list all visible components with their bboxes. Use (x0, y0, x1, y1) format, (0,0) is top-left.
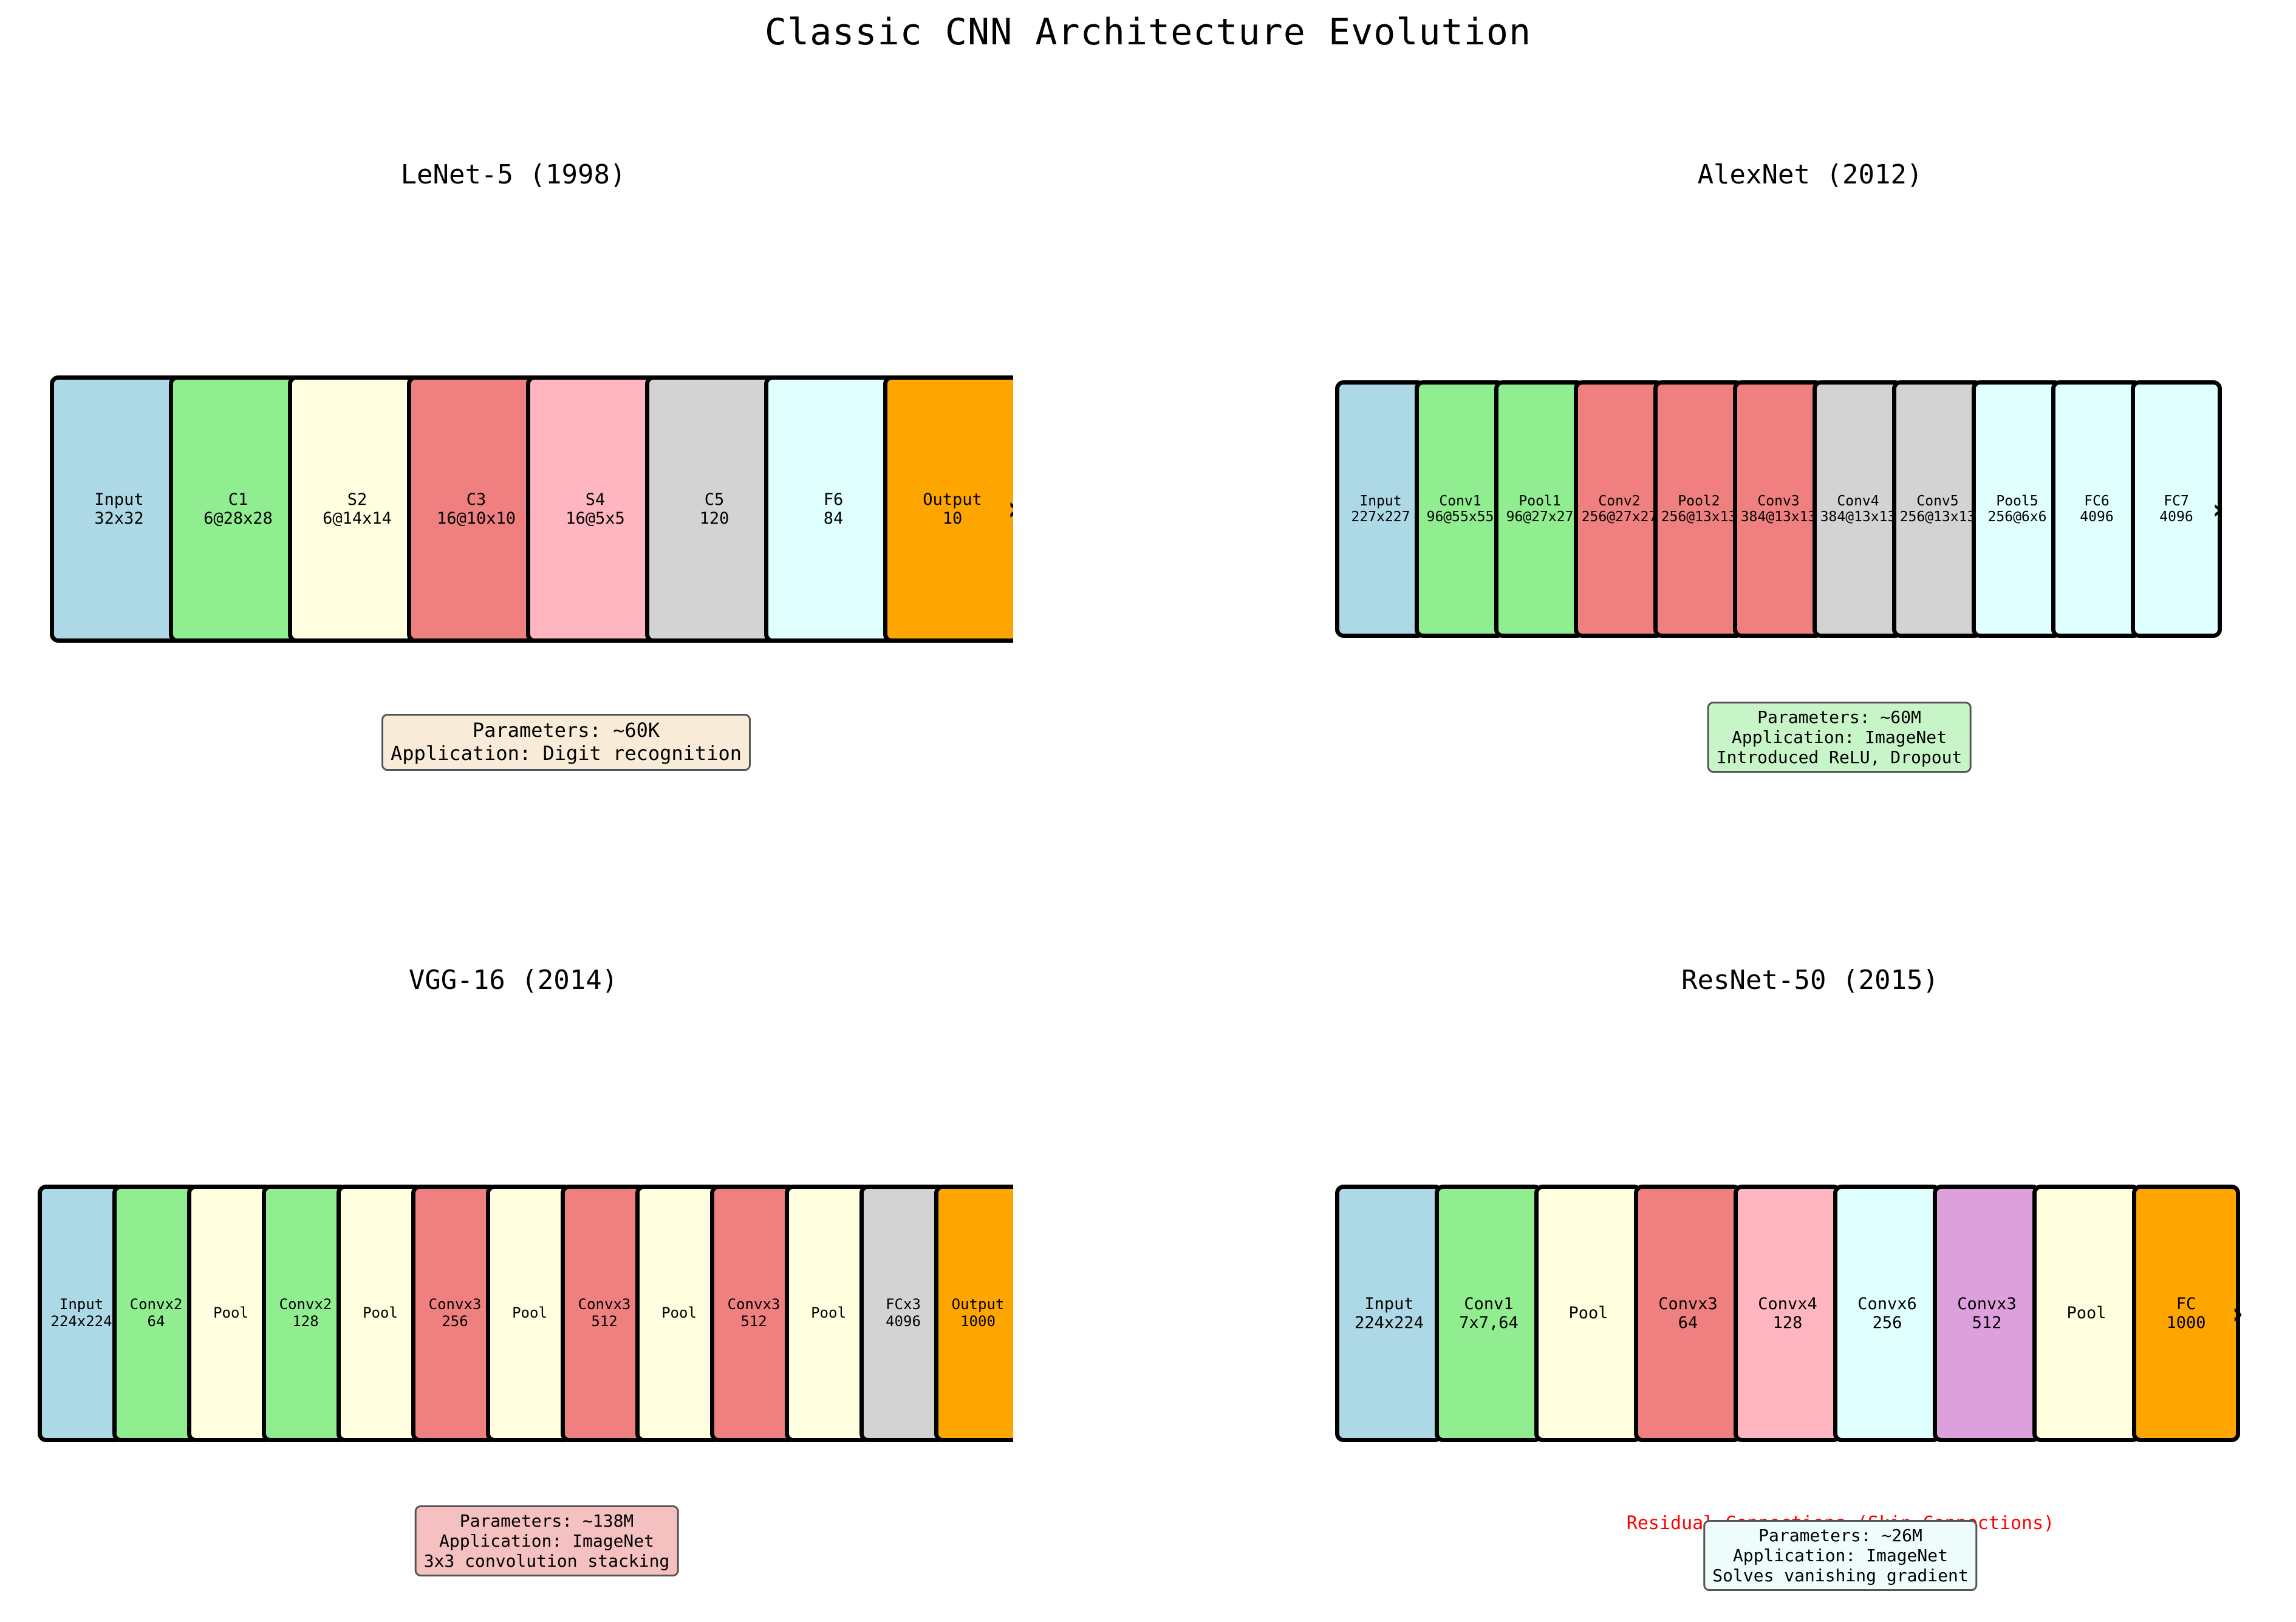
alexnet-layer: FC7 4096 (2131, 380, 2222, 638)
resnet-layer-label: Convx3 512 (1957, 1294, 2017, 1332)
lenet-layer: S4 16@5x5 (526, 375, 665, 643)
vgg-layer: FCx3 4096 (859, 1185, 947, 1442)
alexnet-panel: AlexNet (2012) Input 227x227 › Conv1 96@55… (1330, 159, 2241, 773)
lenet-info-box: Parameters: ~60K Application: Digit reco… (381, 714, 751, 771)
alexnet-layer: Conv2 256@27x27 (1574, 380, 1665, 638)
resnet-layer-label: FC 1000 (2166, 1294, 2206, 1332)
resnet-layer: FC 1000 (2132, 1185, 2240, 1442)
resnet-layer: Convx3 512 (1933, 1185, 2041, 1442)
resnet-layer: Convx3 64 (1634, 1185, 1742, 1442)
resnet-layer: Conv1 7x7,64 (1435, 1185, 1543, 1442)
lenet-layer: C5 120 (645, 375, 784, 643)
resnet-layer: Pool (1534, 1185, 1642, 1442)
vgg-panel: VGG-16 (2014) Input 224x224›Convx2 64›Po… (0, 965, 1013, 1577)
resnet-layer-label: Convx3 64 (1658, 1294, 1718, 1332)
alexnet-info-box: Parameters: ~60M Application: ImageNet I… (1707, 702, 1972, 773)
resnet-layer: Input 224x224 (1335, 1185, 1443, 1442)
alexnet-diagram: Input 227x227›Conv1 96@55x55›Pool1 96@27… (1330, 377, 2241, 644)
alexnet-layer: FC6 4096 (2051, 380, 2142, 638)
alexnet-layer-label: Conv2 256@27x27 (1581, 493, 1658, 525)
alexnet-layer-label: Conv4 384@13x13 (1820, 493, 1896, 525)
resnet-layer-label: Conv1 7x7,64 (1459, 1294, 1519, 1332)
resnet-layer-label: Convx6 256 (1857, 1294, 1917, 1332)
arrow-icon: › (2209, 493, 2226, 525)
vgg-layer: Pool (187, 1185, 275, 1442)
vgg-layer: Pool (337, 1185, 424, 1442)
vgg-layer-label: Convx3 256 (428, 1296, 482, 1330)
lenet-diagram: Input 32x32›C1 6@28x28›S2 6@14x14›C3 16@… (0, 364, 1013, 656)
alexnet-layer-label: Pool5 256@6x6 (1987, 493, 2047, 525)
vgg-layer-label: Convx2 128 (279, 1296, 332, 1330)
lenet-layer-label: S4 16@5x5 (565, 490, 625, 528)
alexnet-layer-label: Conv5 256@13x13 (1899, 493, 1976, 525)
resnet-layer-label: Pool (2066, 1304, 2106, 1323)
vgg-layer-label: Input 224x224 (50, 1296, 112, 1330)
alexnet-layer-label: Pool1 96@27x27 (1506, 493, 1574, 525)
vgg-title: VGG-16 (2014) (408, 965, 618, 996)
alexnet-layer: Conv5 256@13x13 (1892, 380, 1983, 638)
vgg-layer-label: Pool (811, 1304, 846, 1322)
vgg-layer: Convx3 512 (561, 1185, 648, 1442)
resnet-layer: Convx6 256 (1833, 1185, 1941, 1442)
lenet-panel: LeNet-5 (1998) Input 32x32›C1 6@28x28›S2… (0, 0, 1148, 811)
alexnet-layer-label: Conv3 384@13x13 (1740, 493, 1817, 525)
lenet-layer: Input 32x32 (50, 375, 188, 643)
arrow-icon: › (1009, 1300, 1014, 1327)
vgg-layer-label: Convx3 512 (578, 1296, 631, 1330)
vgg-info-box: Parameters: ~138M Application: ImageNet … (414, 1505, 679, 1577)
alexnet-layer: Input 227x227 (1335, 380, 1426, 638)
resnet-layer: Convx4 128 (1734, 1185, 1842, 1442)
vgg-layer-label: Pool (512, 1304, 547, 1322)
resnet-diagram: Input 224x224›Conv1 7x7,64›Pool›Convx3 6… (1330, 1179, 2241, 1452)
alexnet-layer: Pool1 96@27x27 (1494, 380, 1585, 638)
lenet-layer: S2 6@14x14 (288, 375, 426, 643)
resnet-title: ResNet-50 (2015) (1681, 965, 1939, 996)
lenet-layer-label: C3 16@10x10 (436, 490, 516, 528)
lenet-layer-label: Input 32x32 (94, 490, 144, 528)
vgg-layer: Pool (785, 1185, 872, 1442)
vgg-diagram: Input 224x224›Convx2 64›Pool›Convx2 128›… (0, 1179, 1013, 1452)
vgg-layer-label: Pool (363, 1304, 398, 1322)
vgg-layer: Input 224x224 (38, 1185, 125, 1442)
lenet-title: LeNet-5 (1998) (400, 159, 626, 190)
vgg-layer: Pool (635, 1185, 723, 1442)
vgg-layer: Output 1000 (934, 1185, 1013, 1442)
lenet-layer-label: C5 120 (699, 490, 729, 528)
alexnet-layer-label: Input 227x227 (1351, 493, 1410, 525)
alexnet-layer-label: Pool2 256@13x13 (1661, 493, 1737, 525)
lenet-layer-label: Output 10 (923, 490, 982, 528)
vgg-layer-label: FCx3 4096 (886, 1296, 921, 1330)
resnet-layer: Pool (2032, 1185, 2141, 1442)
resnet-layer-label: Pool (1568, 1304, 1608, 1323)
vgg-layer-label: Convx3 512 (727, 1296, 781, 1330)
arrow-icon: › (1003, 492, 1013, 526)
vgg-layer: Convx2 64 (112, 1185, 200, 1442)
lenet-layer-label: S2 6@14x14 (323, 490, 392, 528)
resnet-info-box: Parameters: ~26M Application: ImageNet S… (1703, 1520, 1978, 1592)
lenet-layer-label: F6 84 (823, 490, 844, 528)
lenet-layer-label: C1 6@28x28 (203, 490, 273, 528)
lenet-layer: Output 10 (883, 375, 1013, 643)
alexnet-layer-label: Conv1 96@55x55 (1426, 493, 1494, 525)
alexnet-layer-label: FC7 4096 (2159, 493, 2193, 525)
arrow-icon: › (2229, 1298, 2242, 1329)
vgg-layer-label: Convx2 64 (129, 1296, 183, 1330)
figure-title: Classic CNN Architecture Evolution (764, 11, 1532, 53)
resnet-layer-label: Input 224x224 (1355, 1294, 1424, 1332)
vgg-layer: Convx2 128 (262, 1185, 349, 1442)
lenet-layer: F6 84 (764, 375, 903, 643)
vgg-layer-label: Output 1000 (951, 1296, 1005, 1330)
alexnet-title: AlexNet (2012) (1697, 159, 1923, 190)
resnet-layer-label: Convx4 128 (1758, 1294, 1817, 1332)
alexnet-layer: Conv1 96@55x55 (1415, 380, 1506, 638)
vgg-layer-label: Pool (661, 1304, 697, 1322)
alexnet-layer-label: FC6 4096 (2080, 493, 2114, 525)
vgg-layer-label: Pool (213, 1304, 248, 1322)
